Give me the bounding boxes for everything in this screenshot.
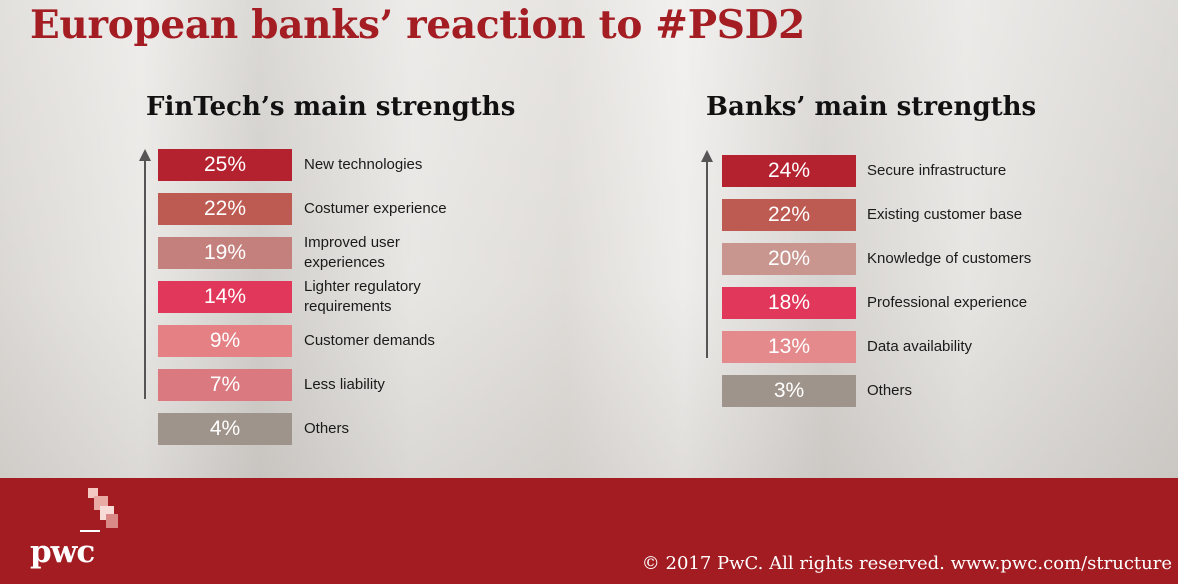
- bar-category-label: New technologies: [304, 156, 423, 173]
- bar-row: 19% Improved user experiences: [0, 234, 540, 271]
- bar-category-label: Knowledge of customers: [867, 250, 1032, 267]
- up-arrow-icon: [701, 150, 713, 162]
- arrow-axis-line: [706, 160, 708, 358]
- bar-row: 14% Lighter regulatory requirements: [0, 278, 540, 315]
- bar-value-box: 24%: [722, 155, 856, 187]
- bar-row: 22% Costumer experience: [0, 193, 540, 225]
- bar-category-label: Data availability: [867, 338, 973, 355]
- bar-value-box: 3%: [722, 375, 856, 407]
- bar-value-box: 9%: [158, 325, 292, 357]
- banks-strengths-chart: Banks’ main strengths 24% Secure infrastr…: [560, 0, 1100, 478]
- bar-row: 22% Existing customer base: [560, 199, 1100, 231]
- bar-category-label: Customer demands: [304, 332, 435, 349]
- pwc-logo: pwc: [14, 478, 124, 578]
- bar-row: 3% Others: [560, 375, 1100, 407]
- footer-band: pwc © 2017 PwC. All rights reserved. www…: [0, 478, 1178, 584]
- logo-tile: [88, 488, 98, 498]
- bar-row: 24% Secure infrastructure: [560, 155, 1100, 187]
- bar-row: 9% Customer demands: [0, 325, 540, 357]
- bar-row: 13% Data availability: [560, 331, 1100, 363]
- up-arrow-icon: [139, 149, 151, 161]
- bar-row: 20% Knowledge of customers: [560, 243, 1100, 275]
- bar-value-box: 25%: [158, 149, 292, 181]
- bar-value-box: 19%: [158, 237, 292, 269]
- bar-value-box: 14%: [158, 281, 292, 313]
- logo-tile: [106, 514, 118, 528]
- bar-category-label: Existing customer base: [867, 206, 1023, 223]
- bar-row: 25% New technologies: [0, 149, 540, 181]
- bar-category-label: Others: [304, 420, 350, 437]
- bar-category-label: Secure infrastructure: [867, 162, 1007, 179]
- bar-row: 18% Professional experience: [560, 287, 1100, 319]
- copyright-text: © 2017 PwC. All rights reserved. www.pwc…: [641, 553, 1172, 574]
- bar-value-box: 22%: [158, 193, 292, 225]
- bar-row: 4% Others: [0, 413, 540, 445]
- bar-category-label: Costumer experience: [304, 200, 447, 217]
- logo-text: pwc: [30, 534, 95, 570]
- bar-value-box: 22%: [722, 199, 856, 231]
- fintech-strengths-chart: FinTech’s main strengths 25% New technolo…: [0, 0, 540, 478]
- page-title: European banks’ reaction to #PSD2: [30, 2, 805, 48]
- bar-category-label: Others: [867, 382, 913, 399]
- bar-category-label: Improved user experiences: [304, 234, 400, 271]
- bar-category-label: Less liability: [304, 376, 385, 393]
- chart-title: Banks’ main strengths: [706, 92, 1037, 122]
- bar-row: 7% Less liability: [0, 369, 540, 401]
- bar-value-box: 20%: [722, 243, 856, 275]
- bar-value-box: 4%: [158, 413, 292, 445]
- bar-value-box: 13%: [722, 331, 856, 363]
- chart-title: FinTech’s main strengths: [146, 92, 516, 122]
- bar-value-box: 7%: [158, 369, 292, 401]
- bar-category-label: Professional experience: [867, 294, 1028, 311]
- logo-line: [80, 530, 100, 532]
- bar-category-label: Lighter regulatory requirements: [304, 278, 421, 315]
- arrow-axis-line: [144, 159, 146, 399]
- bar-value-box: 18%: [722, 287, 856, 319]
